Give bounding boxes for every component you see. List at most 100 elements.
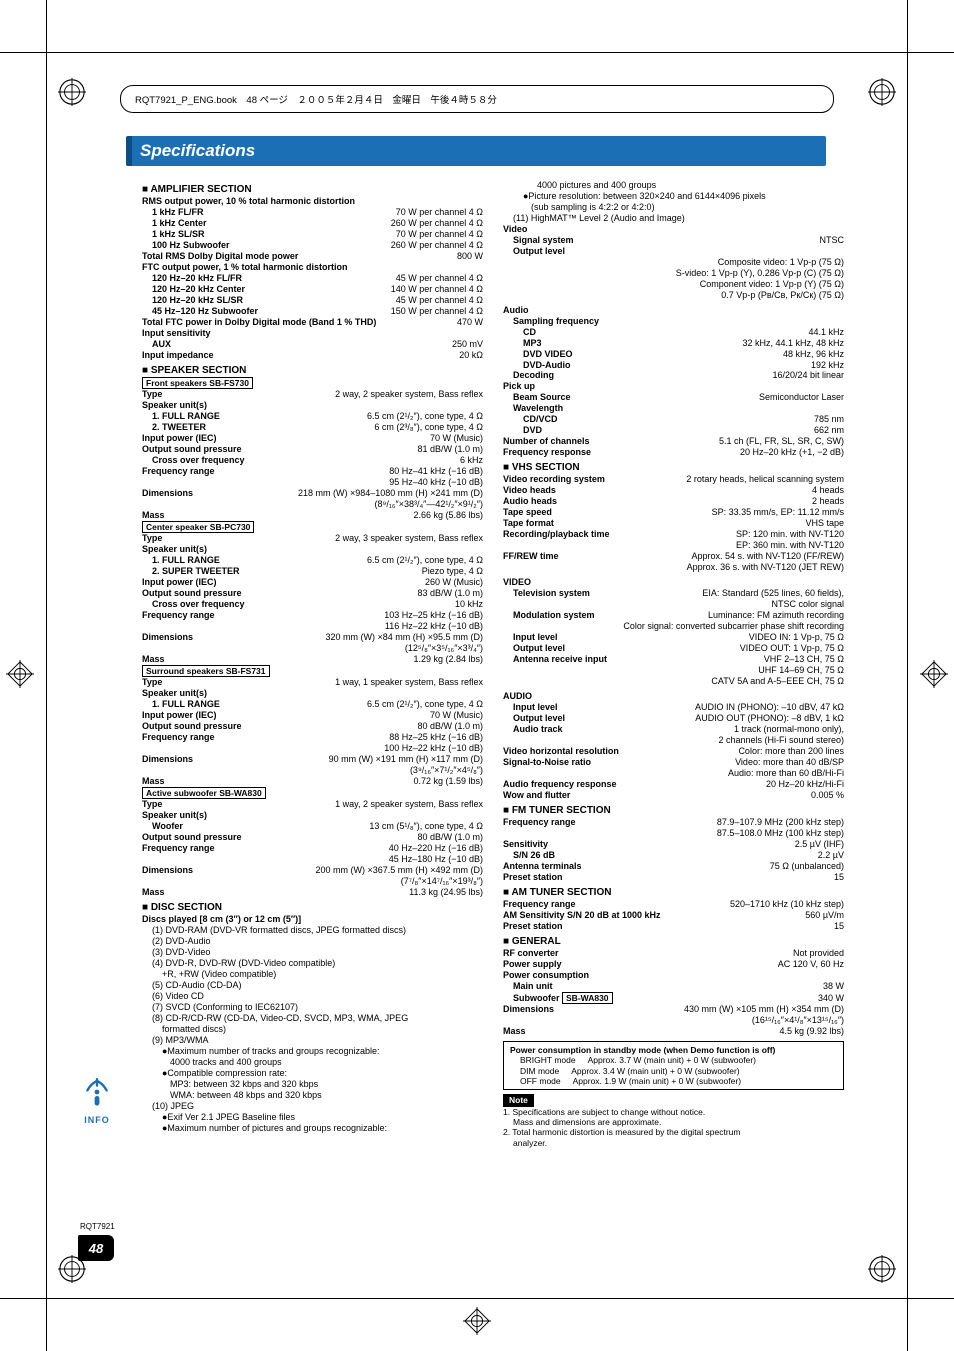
register-mark-icon	[868, 1255, 896, 1283]
spec-label: Input impedance	[142, 350, 220, 361]
spec-label: Output sound pressure	[142, 721, 248, 732]
spec-value: Color signal: converted subcarrier phase…	[506, 621, 844, 632]
input-sensitivity-hd: Input sensitivity	[142, 328, 483, 339]
spec-label: 120 Hz–20 kHz Center	[152, 284, 251, 295]
standby-mode: BRIGHT mode	[520, 1055, 576, 1065]
disc-item: formatted discs)	[142, 1024, 483, 1035]
spec-label: Mass	[142, 776, 171, 787]
spec-value: 2 way, 3 speaker system, Bass reflex	[168, 533, 483, 544]
spec-value: Semiconductor Laser	[577, 392, 844, 403]
speaker-units-hd: Speaker unit(s)	[142, 810, 483, 821]
header-bar: RQT7921_P_ENG.book 48 ページ ２００５年２月４日 金曜日 …	[120, 85, 834, 113]
spec-value: 13 cm (5¹/₈″), cone type, 4 Ω	[189, 821, 483, 832]
spec-value: 87.5–108.0 MHz (100 kHz step)	[506, 828, 844, 839]
column-right: 4000 pictures and 400 groups ●Picture re…	[503, 180, 844, 1271]
spec-value: Piezo type, 4 Ω	[246, 566, 483, 577]
spec-label: Audio heads	[503, 496, 563, 507]
spec-value: (16¹⁵/₁₆″×4¹/₈″×13¹⁵/₁₆″)	[506, 1015, 844, 1026]
spec-label: Type	[142, 533, 168, 544]
spec-value: 320 mm (W) ×84 mm (H) ×95.5 mm (D)	[199, 632, 483, 643]
spec-value: 11.3 kg (24.95 lbs)	[171, 887, 483, 898]
disc-item: MP3: between 32 kbps and 320 kbps	[142, 1079, 483, 1090]
spec-value: 116 Hz–22 kHz (−10 dB)	[145, 621, 483, 632]
spec-value: 6 kHz	[251, 455, 483, 466]
spec-value: 32 kHz, 44.1 kHz, 48 kHz	[548, 338, 844, 349]
spec-label: Input level	[513, 702, 564, 713]
spec-label: Preset station	[503, 872, 569, 883]
spec-value: (12⁵/₈″×3⁵/₁₆″×3³/₄″)	[145, 643, 483, 654]
spec-label: 2. SUPER TWEETER	[152, 566, 246, 577]
video-subhd: VIDEO	[503, 577, 844, 588]
spec-label: Frequency range	[503, 817, 582, 828]
spec-value: 10 kHz	[251, 599, 483, 610]
spec-value: S-video: 1 Vp-p (Y), 0.286 Vp-p (C) (75 …	[506, 268, 844, 279]
spec-value: 662 nm	[548, 425, 844, 436]
spec-label: Beam Source	[513, 392, 577, 403]
spec-label: 2. TWEETER	[152, 422, 212, 433]
spec-label: Cross over frequency	[152, 455, 251, 466]
page-title: Specifications	[128, 136, 826, 166]
speaker-box-label: Front speakers SB-FS730	[142, 377, 253, 389]
spec-label: FF/REW time	[503, 551, 565, 562]
spec-label: Frequency range	[142, 732, 221, 743]
spec-label: Subwoofer SB-WA830	[513, 992, 619, 1004]
note-text: analyzer.	[503, 1138, 844, 1148]
spec-label: Frequency range	[503, 899, 582, 910]
disc-item: ●Exif Ver 2.1 JPEG Baseline files	[142, 1112, 483, 1123]
spec-value: 15	[569, 872, 844, 883]
spec-value: 470 W	[382, 317, 483, 328]
spec-value: EP: 360 min. with NV-T120	[506, 540, 844, 551]
spec-value: 48 kHz, 96 kHz	[579, 349, 844, 360]
disc-cont: ●Picture resolution: between 320×240 and…	[503, 191, 844, 202]
spec-value: SP: 33.35 mm/s, EP: 11.12 mm/s	[558, 507, 844, 518]
spec-value: 20 Hz–20 kHz (+1, −2 dB)	[597, 447, 844, 458]
spec-value: 80 dB/W (1.0 m)	[248, 832, 483, 843]
standby-value: Approx. 3.7 W (main unit) + 0 W (subwoof…	[576, 1055, 837, 1065]
spec-value: Luminance: FM azimuth recording	[601, 610, 844, 621]
disc-cont: (sub sampling is 4:2:2 or 4:2:0)	[503, 202, 844, 213]
spec-label: 120 Hz–20 kHz FL/FR	[152, 273, 248, 284]
spec-label: Cross over frequency	[152, 599, 251, 610]
spec-label: Signal system	[513, 235, 580, 246]
sampling-freq-hd: Sampling frequency	[503, 316, 844, 327]
disc-item: (10) JPEG	[142, 1101, 483, 1112]
spec-label: AUX	[152, 339, 177, 350]
spec-value: Video: more than 40 dB/SP	[597, 757, 844, 768]
disc-item: (5) CD-Audio (CD-DA)	[142, 980, 483, 991]
disc-item: 4000 tracks and 400 groups	[142, 1057, 483, 1068]
register-mark-icon	[6, 660, 34, 688]
spec-value: Color: more than 200 lines	[625, 746, 844, 757]
spec-value: (7⁷/₈″×14⁷/₁₆″×19³/₈″)	[145, 876, 483, 887]
disc-item: (2) DVD-Audio	[142, 936, 483, 947]
spec-value: 2 heads	[563, 496, 844, 507]
spec-label: Sensitivity	[503, 839, 554, 850]
spec-value: 150 W per channel 4 Ω	[264, 306, 483, 317]
spec-value: CATV 5A and A-5–EEE CH, 75 Ω	[506, 676, 844, 687]
spec-value: NTSC	[580, 235, 844, 246]
spec-value: 1 way, 2 speaker system, Bass reflex	[168, 799, 483, 810]
content-columns: AMPLIFIER SECTION RMS output power, 10 %…	[142, 180, 844, 1271]
spec-label: Input power (IEC)	[142, 433, 223, 444]
spec-value: 340 W	[619, 993, 844, 1004]
spec-label: Input power (IEC)	[142, 710, 223, 721]
spec-value: 140 W per channel 4 Ω	[251, 284, 483, 295]
spec-value: 4.5 kg (9.92 lbs)	[532, 1026, 844, 1037]
spec-label: Woofer	[152, 821, 189, 832]
spec-value: 70 W per channel 4 Ω	[210, 207, 483, 218]
spec-value: 2 channels (Hi-Fi sound stereo)	[506, 735, 844, 746]
speaker-units-hd: Speaker unit(s)	[142, 400, 483, 411]
page: RQT7921_P_ENG.book 48 ページ ２００５年２月４日 金曜日 …	[0, 0, 954, 1351]
spec-value: 81 dB/W (1.0 m)	[248, 444, 483, 455]
info-icon: INFO	[78, 1076, 116, 1125]
spec-value: Approx. 36 s. with NV-T120 (JET REW)	[506, 562, 844, 573]
speaker-units-hd: Speaker unit(s)	[142, 688, 483, 699]
spec-value: 2 rotary heads, helical scanning system	[611, 474, 844, 485]
spec-value: 0.72 kg (1.59 lbs)	[171, 776, 483, 787]
spec-label: Wow and flutter	[503, 790, 576, 801]
audio-hd: Audio	[503, 305, 844, 316]
spec-label: Frequency range	[142, 610, 221, 621]
spec-value: 260 W per channel 4 Ω	[236, 240, 483, 251]
spec-label: Output sound pressure	[142, 588, 248, 599]
spec-value: 785 nm	[564, 414, 844, 425]
note-text: 2. Total harmonic distortion is measured…	[503, 1127, 844, 1137]
